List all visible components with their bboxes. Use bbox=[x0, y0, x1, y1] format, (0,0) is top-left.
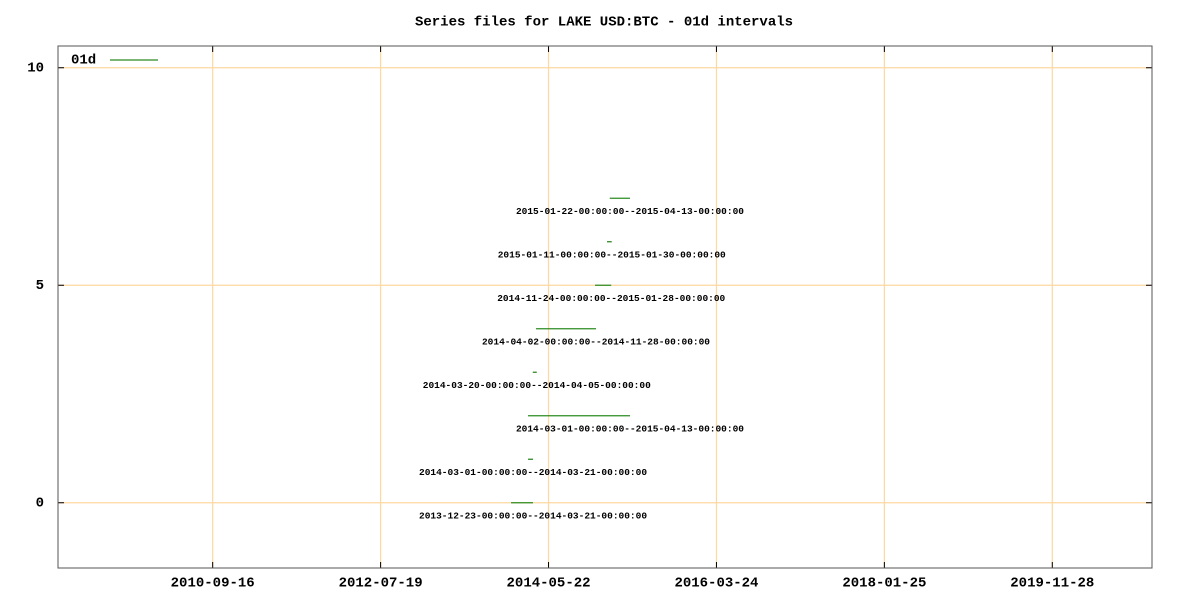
y-tick-label: 5 bbox=[36, 278, 44, 294]
interval-label: 2014-03-01-00:00:00--2014-03-21-00:00:00 bbox=[419, 467, 647, 478]
interval-label: 2014-03-20-00:00:00--2014-04-05-00:00:00 bbox=[423, 380, 651, 391]
x-tick-label: 2016-03-24 bbox=[674, 576, 758, 592]
x-tick-label: 2014-05-22 bbox=[507, 576, 591, 592]
x-tick-label: 2012-07-19 bbox=[339, 576, 423, 592]
interval-label: 2014-11-24-00:00:00--2015-01-28-00:00:00 bbox=[497, 293, 725, 304]
chart-title: Series files for LAKE USD:BTC - 01d inte… bbox=[415, 15, 793, 31]
y-tick-label: 0 bbox=[36, 495, 44, 511]
interval-label: 2015-01-22-00:00:00--2015-04-13-00:00:00 bbox=[516, 206, 744, 217]
interval-label: 2014-03-01-00:00:00--2015-04-13-00:00:00 bbox=[516, 423, 744, 434]
y-tick-label: 10 bbox=[27, 60, 44, 76]
x-tick-label: 2019-11-28 bbox=[1010, 576, 1094, 592]
plot-frame bbox=[57, 45, 1153, 569]
x-tick-label: 2010-09-16 bbox=[171, 576, 255, 592]
interval-label: 2014-04-02-00:00:00--2014-11-28-00:00:00 bbox=[482, 336, 710, 347]
interval-label: 2015-01-11-00:00:00--2015-01-30-00:00:00 bbox=[498, 249, 726, 260]
x-tick-label: 2018-01-25 bbox=[842, 576, 926, 592]
legend-label: 01d bbox=[71, 53, 96, 69]
interval-label: 2013-12-23-00:00:00--2014-03-21-00:00:00 bbox=[419, 510, 647, 521]
